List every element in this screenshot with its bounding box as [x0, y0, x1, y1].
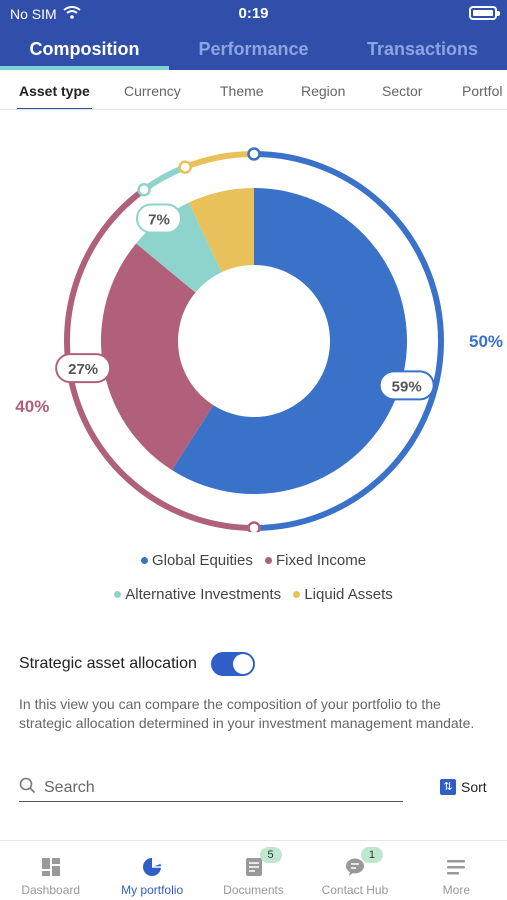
donut-chart: 50% 40% 59% 27% 7% — [15, 147, 503, 532]
nav-my-portfolio[interactable]: My portfolio — [101, 841, 202, 900]
bottom-nav: Dashboard My portfolio 5 Documents 1 Con… — [0, 840, 507, 900]
legend-item-fixed-income: Fixed Income — [265, 552, 366, 569]
chat-icon — [345, 858, 364, 876]
nav-label: More — [442, 883, 470, 897]
nav-documents[interactable]: 5 Documents — [203, 841, 304, 900]
strategic-arc-liquid-assets — [184, 151, 255, 170]
subtab-region[interactable]: Region — [301, 83, 346, 99]
strategic-label-fixed-income: 40% — [15, 397, 49, 416]
donut-slice-global-equities[interactable] — [172, 188, 408, 494]
sort-button[interactable]: ⇅ Sort — [440, 779, 487, 795]
status-bar: No SIM 0:19 — [0, 0, 507, 28]
top-bar: No SIM 0:19 Composition Performance Tran… — [0, 0, 507, 70]
dashboard-icon — [41, 858, 60, 876]
search-bar — [19, 774, 403, 802]
legend-label: Fixed Income — [276, 552, 367, 569]
slice-pill — [55, 353, 112, 384]
strategic-marker — [247, 147, 261, 161]
legend-item-liquid-assets: Liquid Assets — [293, 586, 393, 603]
tab-transactions[interactable]: Transactions — [366, 39, 479, 59]
tab-composition[interactable]: Composition — [0, 30, 169, 70]
legend-label: Alternative Investments — [125, 586, 282, 603]
document-icon — [245, 858, 262, 876]
nav-contact-hub[interactable]: 1 Contact Hub — [304, 841, 405, 900]
menu-icon — [447, 860, 466, 875]
main-tabs: Composition Performance Transactions — [0, 30, 507, 70]
nav-label: My portfolio — [121, 883, 184, 897]
strategic-allocation-toggle[interactable] — [210, 652, 255, 676]
legend-label: Liquid Assets — [304, 586, 393, 603]
tab-performance[interactable]: Performance — [198, 39, 309, 59]
strategic-arc-global-equities — [253, 151, 444, 531]
allocation-chart: 50% 40% 59% 27% 7% — [0, 112, 507, 532]
slice-label-global-equities: 59% — [392, 378, 422, 395]
slice-pill — [135, 203, 182, 234]
nav-label: Dashboard — [21, 883, 81, 897]
legend-dot — [293, 591, 301, 598]
legend-row-1: Global Equities Fixed Income — [0, 551, 507, 569]
sort-icon: ⇅ — [440, 779, 456, 795]
pie-chart-icon — [143, 858, 162, 876]
strategic-label-global-equities: 50% — [469, 332, 503, 351]
strategic-marker — [137, 182, 151, 197]
carrier-label: No SIM — [10, 6, 57, 22]
legend-dot — [265, 557, 273, 564]
contact-hub-badge: 1 — [360, 847, 383, 863]
nav-label: Documents — [223, 883, 284, 897]
subtab-theme[interactable]: Theme — [220, 83, 264, 99]
legend-dot — [114, 591, 122, 598]
strategic-allocation-label: Strategic asset allocation — [19, 655, 197, 672]
nav-more[interactable]: More — [406, 841, 507, 900]
legend-label: Global Equities — [151, 552, 253, 569]
legend-dot — [140, 557, 148, 564]
strategic-allocation-row: Strategic asset allocation — [19, 652, 255, 676]
legend-item-global-equities: Global Equities — [140, 552, 253, 569]
search-icon — [19, 777, 36, 799]
donut-slice-fixed-income[interactable] — [101, 243, 214, 471]
legend-item-alternative-investments: Alternative Investments — [114, 586, 281, 603]
nav-label: Contact Hub — [321, 883, 389, 897]
slice-label-alternative-investments: 7% — [148, 212, 170, 229]
wifi-icon — [63, 6, 81, 22]
nav-dashboard[interactable]: Dashboard — [0, 841, 101, 900]
clock: 0:19 — [238, 5, 269, 22]
documents-badge: 5 — [259, 847, 282, 863]
strategic-arc-alternative-investments — [142, 164, 187, 193]
slice-label-fixed-income: 27% — [68, 361, 98, 378]
subtab-asset-type[interactable]: Asset type — [17, 83, 92, 109]
sort-label: Sort — [461, 779, 487, 795]
legend-row-2: Alternative Investments Liquid Assets — [0, 585, 507, 603]
donut-slice-liquid-assets[interactable] — [188, 188, 254, 273]
subtab-portfolio[interactable]: Portfol — [462, 83, 503, 99]
sub-tabs: Asset type Currency Theme Region Sector … — [0, 70, 507, 110]
strategic-arc-fixed-income — [64, 187, 255, 531]
subtab-sector[interactable]: Sector — [382, 83, 423, 99]
subtab-currency[interactable]: Currency — [124, 83, 181, 99]
strategic-marker — [178, 160, 192, 174]
carrier-info: No SIM — [10, 6, 81, 22]
slice-pill — [378, 370, 435, 401]
strategic-allocation-description: In this view you can compare the composi… — [19, 696, 475, 731]
battery-icon — [469, 6, 500, 20]
strategic-marker — [247, 521, 261, 532]
toggle-knob — [232, 654, 253, 674]
search-input[interactable] — [44, 778, 384, 797]
